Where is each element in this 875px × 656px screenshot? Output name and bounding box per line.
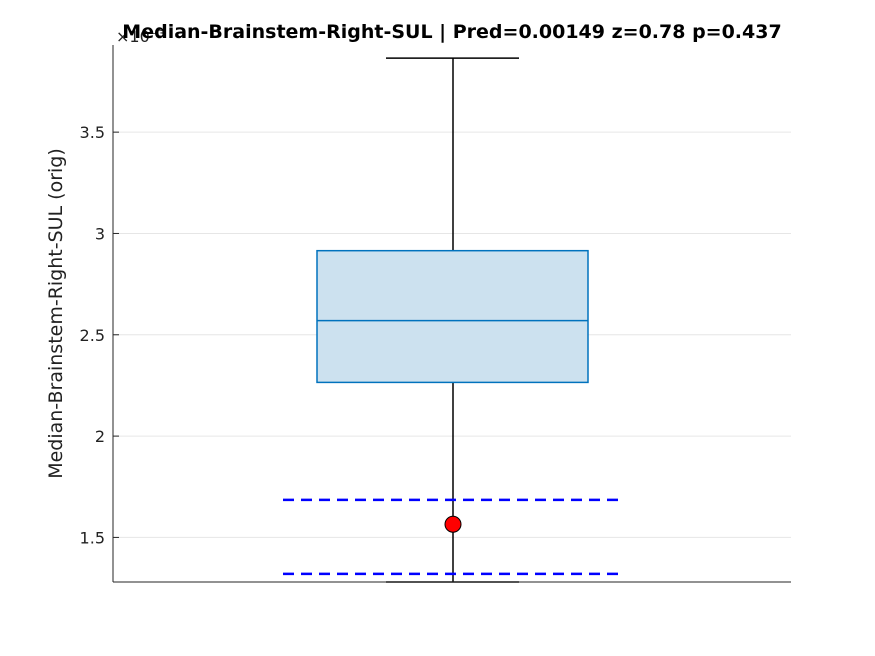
- prediction-marks: [283, 498, 622, 576]
- y-tick-label: 2: [95, 427, 105, 446]
- y-tick-label: 3: [95, 224, 105, 243]
- y-tick-label: 1.5: [80, 528, 105, 547]
- y-multiplier-label: ×10⁻³: [116, 27, 165, 46]
- iqr-box: [316, 249, 589, 384]
- box-plot: [316, 57, 589, 583]
- y-tick-label: 2.5: [80, 326, 105, 345]
- y-tick-label: 3.5: [80, 123, 105, 142]
- y-axis-label: Median-Brainstem-Right-SUL (orig): [45, 148, 67, 479]
- prediction-point: [444, 515, 462, 533]
- chart-title: Median-Brainstem-Right-SUL | Pred=0.0014…: [122, 21, 781, 43]
- axes: 1.5 2 2.5 3 3.5: [80, 45, 791, 583]
